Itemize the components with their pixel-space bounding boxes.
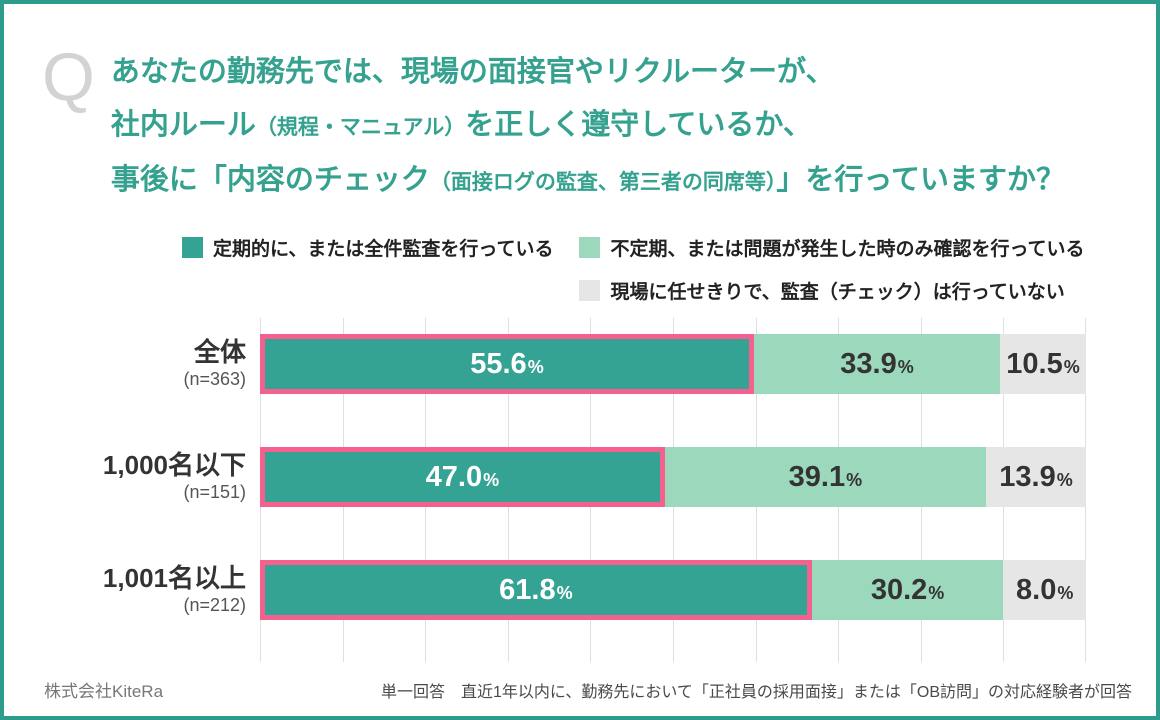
chart-legend: 定期的に、または全件監査を行っている 不定期、または問題が発生した時のみ確認を行っ…: [182, 234, 1085, 304]
value-number: 13.9: [999, 460, 1056, 493]
question-text: あなたの勤務先では、現場の面接官やリクルーターが、 社内ルール（規程・マニュアル）…: [111, 46, 1065, 209]
value-label: 10.5%: [1006, 348, 1079, 381]
footer: 株式会社KiteRa 単一回答 直近1年以内に、勤務先において「正社員の採用面接…: [44, 677, 1132, 702]
chart-row: 1,000名以下 (n=151) 47.0% 39.1% 13.9%: [4, 447, 1086, 507]
legend-label: 不定期、または問題が発生した時のみ確認を行っている: [610, 239, 1085, 260]
value-number: 10.5: [1006, 347, 1063, 380]
value-percent-sign: %: [556, 582, 573, 603]
stacked-bar: 55.6% 33.9% 10.5%: [260, 334, 1086, 394]
legend-label: 現場に任せきりで、監査（チェック）は行っていない: [610, 282, 1065, 303]
sample-size: (n=212): [183, 595, 246, 615]
value-percent-sign: %: [1063, 356, 1080, 377]
question-line-part: を正しく遵守しているか、: [465, 109, 812, 141]
value-label: 61.8%: [499, 574, 572, 607]
value-label: 8.0%: [1016, 574, 1073, 607]
sample-size: (n=363): [183, 369, 246, 389]
question-q-mark: Q: [42, 39, 95, 115]
bar-segment-1: 61.8%: [260, 560, 812, 620]
value-percent-sign: %: [897, 356, 914, 377]
value-number: 47.0: [425, 460, 483, 493]
question-line: 社内ルール（規程・マニュアル）を正しく遵守しているか、: [111, 99, 1065, 154]
value-number: 30.2: [870, 573, 928, 606]
bar-segment-3: 8.0%: [1003, 560, 1086, 620]
company-credit: 株式会社KiteRa: [44, 682, 164, 701]
value-number: 33.9: [840, 347, 897, 380]
bar-segment-2: 30.2%: [811, 560, 1004, 620]
question-line-part: 社内ルール: [110, 109, 256, 141]
value-number: 8.0: [1016, 573, 1057, 606]
value-label: 33.9%: [840, 348, 913, 381]
stacked-bar: 47.0% 39.1% 13.9%: [260, 447, 1086, 507]
value-label: 13.9%: [999, 461, 1072, 494]
value-percent-sign: %: [527, 356, 544, 377]
question-header: Q あなたの勤務先では、現場の面接官やリクルーターが、 社内ルール（規程・マニュア…: [42, 39, 1065, 209]
stacked-bar: 61.8% 30.2% 8.0%: [260, 560, 1086, 620]
sample-size: (n=151): [183, 482, 246, 502]
value-percent-sign: %: [846, 469, 863, 490]
bar-chart: 全体 (n=363) 55.6% 33.9% 10.5% 1,000名以下 (n=151) 4…: [4, 334, 1086, 673]
legend-column: 定期的に、または全件監査を行っている: [182, 234, 553, 304]
value-number: 55.6: [470, 347, 527, 380]
value-percent-sign: %: [1056, 469, 1073, 490]
question-line: あなたの勤務先では、現場の面接官やリクルーターが、: [111, 46, 1065, 99]
category-label: 1,001名以上: [102, 563, 246, 593]
question-line-part: あなたの勤務先では、現場の面接官やリクルーターが、: [110, 56, 835, 88]
question-line: 事後に「内容のチェック（面接ログの監査、第三者の同席等）」を行っていますか？: [111, 154, 1065, 209]
value-label: 47.0%: [426, 461, 499, 494]
bar-segment-1: 55.6%: [260, 334, 754, 394]
question-line-part: （面接ログの監査、第三者の同席等）: [429, 171, 777, 194]
value-number: 39.1: [788, 460, 846, 493]
category-label: 1,000名以下: [102, 450, 246, 480]
bar-segment-2: 33.9%: [753, 334, 1001, 394]
survey-method-note: 単一回答 直近1年以内に、勤務先において「正社員の採用面接」または「OB訪問」の…: [380, 684, 1132, 701]
row-label: 1,000名以下 (n=151): [4, 447, 260, 507]
legend-swatch: [579, 280, 601, 301]
value-percent-sign: %: [928, 582, 945, 603]
value-label: 39.1%: [789, 461, 862, 494]
legend-item: 不定期、または問題が発生した時のみ確認を行っている: [579, 234, 1085, 261]
question-line-part: 事後に「内容のチェック: [110, 164, 430, 196]
legend-swatch: [182, 237, 203, 258]
value-percent-sign: %: [483, 469, 500, 490]
bar-segment-2: 39.1%: [664, 447, 987, 507]
row-label: 全体 (n=363): [4, 334, 260, 394]
bar-segment-1: 47.0%: [260, 447, 665, 507]
value-label: 55.6%: [470, 348, 543, 381]
legend-label: 定期的に、または全件監査を行っている: [213, 239, 554, 260]
category-label: 全体: [193, 337, 246, 367]
legend-item: 定期的に、または全件監査を行っている: [182, 234, 553, 261]
value-number: 61.8: [499, 573, 556, 606]
legend-swatch: [579, 237, 601, 258]
legend-item: 現場に任せきりで、監査（チェック）は行っていない: [579, 277, 1084, 304]
value-percent-sign: %: [1057, 582, 1074, 603]
question-line-part: （規程・マニュアル）: [255, 116, 466, 139]
question-line-part: 」を行っていますか？: [776, 164, 1065, 196]
bar-segment-3: 10.5%: [1000, 334, 1086, 394]
value-label: 30.2%: [871, 574, 944, 607]
chart-row: 1,001名以上 (n=212) 61.8% 30.2% 8.0%: [4, 560, 1086, 620]
legend-column: 不定期、または問題が発生した時のみ確認を行っている 現場に任せきりで、監査（チェッ…: [579, 234, 1085, 304]
row-label: 1,001名以上 (n=212): [4, 560, 260, 620]
chart-row: 全体 (n=363) 55.6% 33.9% 10.5%: [4, 334, 1086, 394]
bar-segment-3: 13.9%: [986, 447, 1086, 507]
